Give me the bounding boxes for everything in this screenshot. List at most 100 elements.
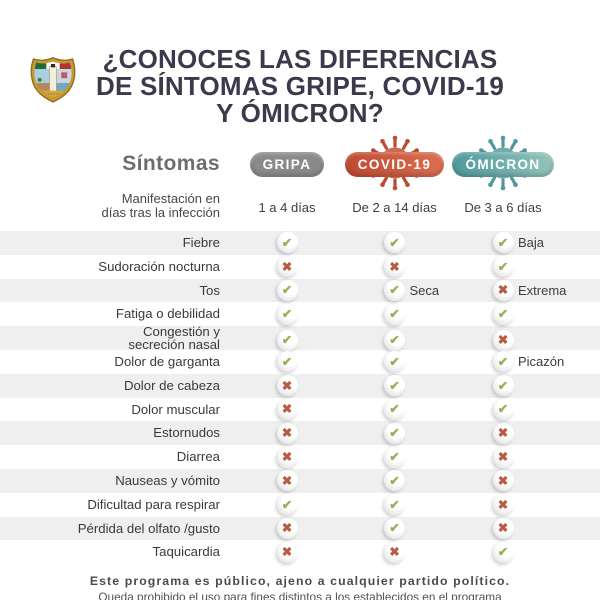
table-row: Dolor de garganta Picazón xyxy=(0,350,600,374)
mark-cell xyxy=(447,375,559,397)
mark-cell xyxy=(232,280,342,302)
check-icon xyxy=(492,256,514,278)
mark-cell xyxy=(232,470,342,492)
infographic-page: ¿CONOCES LAS DIFERENCIAS DE SÍNTOMAS GRI… xyxy=(0,44,600,600)
mark-cell xyxy=(447,399,559,421)
check-icon xyxy=(276,232,298,254)
mark-cell xyxy=(232,232,342,254)
check-icon xyxy=(492,375,514,397)
cross-icon xyxy=(492,422,514,444)
footer: Este programa es público, ajeno a cualqu… xyxy=(0,574,600,600)
mark-cell xyxy=(342,446,447,468)
check-icon xyxy=(384,329,405,351)
check-icon xyxy=(384,399,405,421)
mark-cell xyxy=(342,541,447,563)
cross-icon xyxy=(276,399,298,421)
check-icon xyxy=(384,303,405,325)
mark-cell xyxy=(232,399,342,421)
symptom-label: Dolor muscular xyxy=(131,401,220,417)
mark-cell xyxy=(342,329,447,351)
cross-icon xyxy=(276,256,298,278)
cross-icon xyxy=(384,541,405,563)
footer-disclaimer: Queda prohibido el uso para fines distin… xyxy=(98,590,502,600)
mark-cell xyxy=(447,303,559,325)
mark-cell: Seca xyxy=(342,280,447,302)
table-row: Dolor de cabeza xyxy=(0,373,600,398)
column-pill-omicron: ÓMICRON xyxy=(452,151,554,177)
cross-icon xyxy=(492,494,514,516)
mark-cell xyxy=(232,541,342,563)
symptom-label: Dolor de cabeza xyxy=(123,377,220,393)
cross-icon xyxy=(276,446,298,468)
cross-icon xyxy=(492,518,514,540)
mark-cell xyxy=(342,494,447,516)
table-row: Estornudos xyxy=(0,421,600,446)
page-title: ¿CONOCES LAS DIFERENCIAS DE SÍNTOMAS GRI… xyxy=(10,44,590,127)
mark-cell: Baja xyxy=(447,232,559,254)
table-header: Síntomas GRIPA xyxy=(0,135,600,191)
mark-cell xyxy=(232,256,342,278)
mark-cell: Extrema xyxy=(447,280,566,302)
cross-icon xyxy=(276,541,298,563)
symptom-label: Fatiga o debilidad xyxy=(115,306,220,322)
check-icon xyxy=(384,422,405,444)
symptom-label: Taquicardia xyxy=(152,544,220,560)
symptom-label: Dolor de garganta xyxy=(114,353,220,369)
column-header-gripa: GRIPA xyxy=(232,141,342,187)
mark-cell xyxy=(342,232,447,254)
gripa-days: 1 a 4 días xyxy=(258,199,316,215)
cross-icon xyxy=(492,280,514,302)
column-header-covid: COVID-19 xyxy=(342,135,447,191)
cell-note: Seca xyxy=(409,283,440,299)
symptom-label: Diarrea xyxy=(176,449,220,465)
check-icon xyxy=(276,303,298,325)
table-row: Congestión y secreción nasal xyxy=(0,324,600,352)
check-icon xyxy=(384,351,405,373)
symptom-label: Sudoración nocturna xyxy=(98,258,220,274)
table-row: Fatiga o debilidad xyxy=(0,302,600,326)
column-pill-gripa: GRIPA xyxy=(249,151,325,177)
symptom-label: Estornudos xyxy=(153,425,220,441)
symptom-label: Fiebre xyxy=(182,234,220,250)
symptom-label: Congestión y secreción nasal xyxy=(128,324,220,352)
symptom-label: Dificultad para respirar xyxy=(87,496,220,512)
table-row: Dolor muscular xyxy=(0,398,600,422)
symptoms-header: Síntomas xyxy=(122,152,220,176)
check-icon xyxy=(276,329,298,351)
check-icon xyxy=(492,232,514,254)
check-icon xyxy=(384,280,405,302)
check-icon xyxy=(276,351,298,373)
table-row: Sudoración nocturna xyxy=(0,255,600,279)
coat-of-arms-logo xyxy=(30,57,76,103)
mark-cell xyxy=(447,446,559,468)
symptoms-table: Fiebre Baja Sudoración nocturna xyxy=(0,231,600,564)
cell-note: Baja xyxy=(518,235,545,251)
mark-cell xyxy=(342,399,447,421)
mark-cell xyxy=(342,375,447,397)
check-icon xyxy=(276,494,298,516)
cross-icon xyxy=(384,256,405,278)
table-row: Tos Seca Extrema xyxy=(0,278,600,303)
column-pill-covid: COVID-19 xyxy=(344,151,445,177)
check-icon xyxy=(492,351,514,373)
omicron-days: De 3 a 6 días xyxy=(464,199,542,215)
incubation-row: Manifestación en días tras la infección … xyxy=(0,191,600,223)
mark-cell xyxy=(232,518,342,540)
symptom-label: Nauseas y vómito xyxy=(115,472,220,488)
mark-cell xyxy=(232,446,342,468)
mark-cell xyxy=(447,541,559,563)
title-line-1: ¿CONOCES LAS DIFERENCIAS xyxy=(102,44,498,74)
check-icon xyxy=(384,375,405,397)
cell-note: Picazón xyxy=(518,354,565,370)
table-row: Pérdida del olfato /gusto xyxy=(0,516,600,541)
mark-cell xyxy=(447,494,559,516)
table-row: Fiebre Baja xyxy=(0,231,600,255)
mark-cell: Picazón xyxy=(447,351,564,373)
mark-cell xyxy=(232,375,342,397)
column-header-omicron: ÓMICRON xyxy=(447,135,559,191)
check-icon xyxy=(384,446,405,468)
check-icon xyxy=(384,494,405,516)
mark-cell xyxy=(342,518,447,540)
check-icon xyxy=(384,518,405,540)
check-icon xyxy=(276,280,298,302)
